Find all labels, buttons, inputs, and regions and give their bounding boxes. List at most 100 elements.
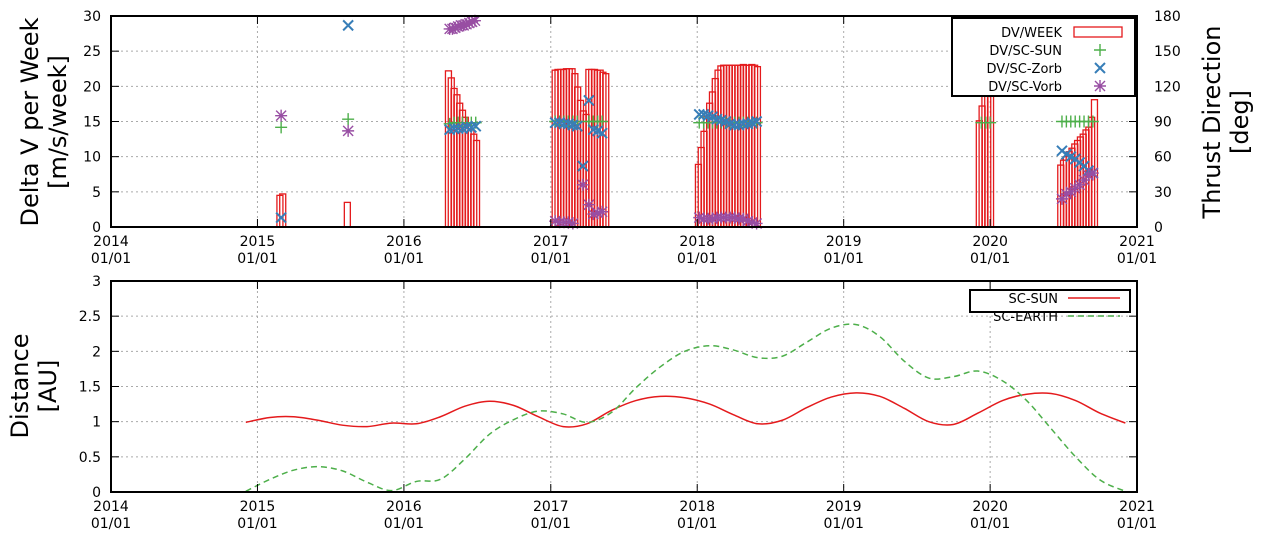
dv-sc-vorb-point	[562, 216, 575, 229]
dv-week-bar	[343, 201, 351, 228]
x-tick-label-year: 2014	[93, 234, 129, 250]
sc-earth-line	[245, 323, 1126, 492]
dv-sc-vorb-point	[463, 17, 476, 30]
y2-axis-label-line-2: [deg]	[1226, 90, 1254, 154]
x-tick-label-day: 01/01	[237, 251, 277, 267]
dv-sc-sun-point	[275, 121, 288, 134]
x-tick-label-year: 2021	[1119, 499, 1155, 515]
x-tick-label-day: 01/01	[824, 251, 864, 267]
x-tick-label-year: 2015	[240, 234, 276, 250]
dv-sc-vorb-point	[1060, 188, 1073, 201]
dv-sc-zorb-point	[577, 160, 589, 172]
y2-tick-label: 120	[1154, 79, 1181, 95]
dv-sc-sun-point	[1086, 115, 1099, 128]
y2-tick-label: 150	[1154, 44, 1181, 60]
delta-v-thrust-chart: 0510152025300306090120150180201401/01201…	[16, 9, 1254, 267]
x-tick-label-day: 01/01	[384, 516, 424, 532]
y-tick-label: 20	[83, 79, 101, 95]
y2-tick-label: 90	[1154, 115, 1172, 131]
x-tick-label-day: 01/01	[1117, 516, 1157, 532]
y-axis-label-line-2: [m/s/week]	[44, 55, 72, 189]
x-tick-label-day: 01/01	[384, 251, 424, 267]
dv-sc-vorb-point	[549, 215, 562, 228]
x-tick-label-year: 2019	[826, 499, 862, 515]
x-tick-label-day: 01/01	[677, 251, 717, 267]
dv-sc-zorb-point	[549, 116, 561, 129]
dv-sc-vorb-point	[750, 217, 763, 230]
dv-sc-vorb-point	[449, 21, 462, 34]
y-tick-label: 1	[92, 415, 101, 431]
legend-swatch-dv-sc-vorb	[1094, 80, 1106, 92]
legend: DV/WEEK DV/SC-SUN DV/SC-Zorb DV/SC-Vorb	[951, 17, 1136, 97]
x-tick-label-day: 01/01	[531, 516, 571, 532]
legend-label: DV/SC-Vorb	[988, 80, 1062, 95]
y-tick-label: 10	[83, 150, 101, 166]
x-tick-label-year: 2021	[1119, 234, 1155, 250]
y-tick-label: 30	[83, 9, 101, 25]
x-tick-label-year: 2018	[679, 499, 715, 515]
dv-sc-vorb-point	[466, 15, 479, 28]
legend-label: SC-EARTH	[993, 310, 1058, 325]
dv-sc-vorb-point	[1086, 167, 1099, 180]
legend-label: DV/WEEK	[1001, 26, 1062, 41]
x-tick-label-day: 01/01	[970, 516, 1010, 532]
dv-sc-vorb-point	[460, 18, 473, 31]
legend-label: DV/SC-Zorb	[986, 62, 1062, 77]
dv-sc-vorb-point	[587, 208, 600, 221]
x-tick-label-year: 2017	[533, 234, 569, 250]
y2-tick-label: 30	[1154, 185, 1172, 201]
dv-sc-vorb-point	[746, 216, 759, 229]
legend-swatch-dv-sc-zorb	[1094, 62, 1106, 74]
x-tick-label-day: 01/01	[677, 516, 717, 532]
legend-swatch-dv-sc-sun	[1094, 44, 1106, 56]
x-tick-label-day: 01/01	[824, 516, 864, 532]
x-tick-label-year: 2020	[972, 234, 1008, 250]
x-tick-label-day: 01/01	[91, 516, 131, 532]
y-tick-label: 5	[92, 185, 101, 201]
y-tick-label: 0	[92, 220, 101, 236]
dv-sc-zorb-point	[448, 122, 460, 135]
dv-sc-vorb-point	[576, 178, 589, 191]
y-tick-label: 3	[92, 274, 101, 290]
y-tick-label: 1.5	[79, 380, 101, 396]
y2-axis-label-line-1: Thrust Direction	[1198, 26, 1226, 220]
dv-sc-vorb-point	[706, 212, 719, 225]
x-tick-label-year: 2014	[93, 499, 129, 515]
dv-sc-vorb-point	[737, 212, 750, 225]
x-tick-label-day: 01/01	[237, 516, 277, 532]
dv-sc-vorb-point	[452, 20, 465, 33]
y-tick-label: 2.5	[79, 309, 101, 325]
distance-chart: 00.511.522.53201401/01201501/01201601/01…	[6, 274, 1157, 532]
dv-sc-zorb-point	[558, 118, 570, 130]
dv-sc-vorb-point	[591, 206, 604, 219]
x-tick-label-year: 2020	[972, 499, 1008, 515]
dv-sc-zorb-point	[470, 120, 482, 132]
dv-sc-vorb-point	[1082, 169, 1095, 182]
x-tick-label-year: 2016	[386, 499, 422, 515]
x-tick-label-year: 2019	[826, 234, 862, 250]
dv-sc-vorb-point	[468, 14, 481, 27]
dv-sc-vorb-point	[446, 22, 459, 35]
data-marks	[245, 323, 1126, 492]
dv-sc-sun-point	[342, 113, 355, 126]
legend-label: SC-SUN	[1008, 292, 1058, 307]
dv-sc-vorb-point	[741, 215, 754, 228]
y-tick-label: 25	[83, 44, 101, 60]
x-tick-label-day: 01/01	[531, 251, 571, 267]
legend-box	[969, 289, 1131, 313]
y-tick-label: 0.5	[79, 450, 101, 466]
dv-sc-vorb-point	[275, 109, 288, 122]
dv-sc-vorb-point	[693, 211, 706, 224]
legend: SC-SUN SC-EARTH	[969, 289, 1131, 325]
y2-tick-label: 60	[1154, 150, 1172, 166]
y-axis-label-line-2: [AU]	[34, 360, 62, 413]
dv-sc-vorb-point	[582, 198, 595, 211]
y-tick-label: 15	[83, 115, 101, 131]
dv-sc-zorb-point	[571, 120, 583, 132]
y-tick-label: 2	[92, 344, 101, 360]
legend-label: DV/SC-SUN	[989, 44, 1062, 59]
sc-sun-line	[245, 392, 1126, 428]
y-axis-label-line-1: Distance	[6, 334, 34, 439]
legend-swatch-dv-week	[1073, 26, 1123, 38]
